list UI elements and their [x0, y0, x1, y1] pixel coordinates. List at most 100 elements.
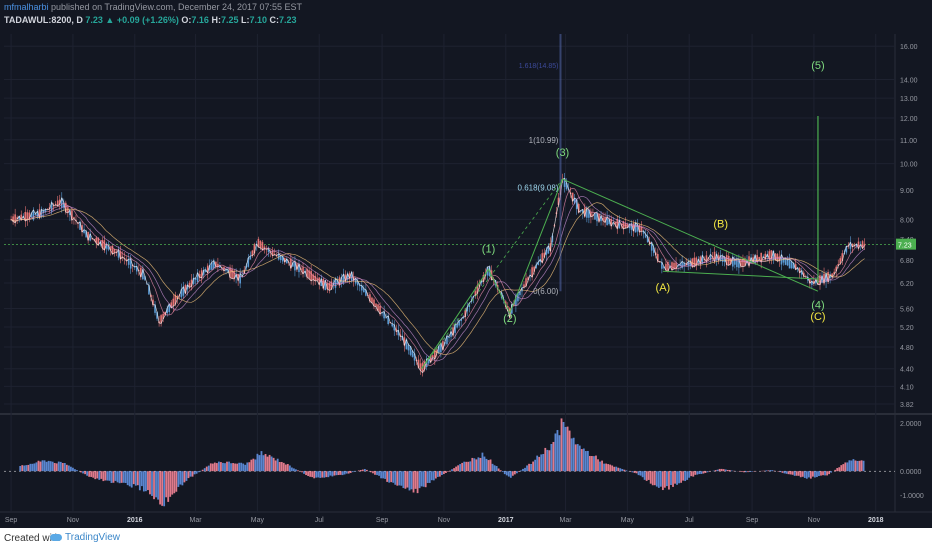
osc-bar — [337, 471, 340, 476]
osc-bar — [224, 463, 226, 472]
osc-bar — [390, 471, 393, 483]
candle-body — [427, 358, 430, 364]
osc-bar — [564, 426, 567, 472]
osc-bar — [461, 462, 464, 472]
osc-bar — [749, 471, 751, 472]
candle-body — [466, 307, 469, 312]
candle-body — [723, 256, 726, 262]
osc-bar — [702, 471, 705, 474]
osc-bar — [840, 465, 843, 472]
osc-bar — [256, 453, 259, 472]
osc-bar — [643, 471, 646, 480]
candle-body — [719, 255, 722, 262]
osc-bar — [522, 468, 524, 472]
osc-bar — [588, 455, 591, 472]
symbol-label[interactable]: TADAWUL:8200, D — [4, 15, 83, 25]
osc-bar — [25, 465, 28, 472]
osc-bar — [526, 465, 528, 472]
osc-bar — [605, 463, 608, 472]
osc-bar — [844, 462, 847, 472]
candle-body — [16, 217, 18, 220]
osc-bar — [465, 461, 468, 472]
osc-bar — [659, 471, 662, 487]
candle-body — [249, 255, 252, 260]
candle-body — [208, 265, 211, 271]
candle-body — [231, 268, 233, 279]
chart-canvas[interactable]: 16.00 14.00 13.00 12.00 11.00 10.00 9.00 8.00 7.… — [0, 0, 932, 528]
candle-body — [95, 237, 98, 244]
osc-bar — [151, 471, 153, 496]
candle-body — [857, 241, 860, 249]
candle-body — [350, 271, 353, 281]
cloud-logo-icon — [50, 533, 62, 541]
osc-bar — [562, 421, 565, 472]
osc-bar — [45, 461, 48, 472]
candle-body — [849, 242, 852, 249]
osc-bar — [536, 455, 539, 472]
oscillator-pane[interactable] — [4, 418, 895, 507]
osc-bar — [653, 471, 656, 486]
osc-bar — [858, 460, 861, 472]
candle-body — [363, 288, 365, 293]
candle-body — [839, 258, 842, 264]
candle-body — [460, 319, 462, 322]
candle-body — [172, 298, 175, 307]
candle-body — [154, 304, 156, 313]
candle-body — [310, 270, 312, 281]
osc-bar — [98, 471, 101, 480]
candle-body — [356, 281, 359, 286]
high-label: H: — [211, 15, 221, 25]
price-tick-label: 4.40 — [900, 367, 914, 374]
price-pane[interactable] — [4, 172, 895, 377]
candle-body — [401, 336, 404, 341]
osc-bar — [236, 463, 239, 472]
osc-bar — [566, 426, 569, 472]
candle-body — [196, 272, 199, 283]
osc-bar — [396, 471, 399, 486]
osc-bar — [400, 471, 403, 486]
osc-bar — [41, 460, 44, 472]
osc-bar — [297, 470, 299, 472]
candle-body — [79, 221, 81, 230]
osc-bar — [333, 471, 336, 476]
candle-body — [65, 202, 67, 213]
osc-bar — [187, 471, 190, 479]
osc-bar — [215, 463, 218, 472]
osc-bar — [102, 471, 105, 482]
osc-bar — [234, 463, 237, 472]
osc-bar — [518, 471, 520, 472]
candle-body — [225, 269, 227, 271]
osc-bar — [613, 466, 616, 472]
candle-body — [14, 214, 16, 223]
candle-body — [837, 264, 840, 266]
candle-body — [431, 355, 434, 358]
candle-body — [342, 274, 345, 284]
osc-bar — [495, 466, 498, 472]
candle-body — [701, 255, 704, 265]
osc-bar — [789, 471, 792, 475]
candle-body — [166, 308, 168, 314]
candle-body — [729, 258, 732, 264]
candle-body — [18, 216, 21, 220]
candle-body — [38, 209, 41, 218]
up-arrow-icon: ▲ — [105, 15, 115, 25]
osc-bar — [666, 471, 668, 487]
osc-bar — [33, 463, 36, 472]
osc-bar — [499, 470, 502, 472]
osc-bar — [619, 468, 622, 472]
candle-body — [689, 260, 692, 267]
tradingview-logo[interactable]: TradingView — [50, 532, 120, 543]
osc-bar — [339, 471, 342, 475]
candle-body — [89, 233, 91, 241]
osc-bar — [126, 471, 129, 486]
candle-body — [286, 258, 288, 264]
author-link[interactable]: mfmalharbi — [4, 2, 49, 12]
osc-bar — [459, 464, 462, 472]
osc-bar — [47, 460, 50, 472]
osc-bar — [655, 471, 658, 487]
osc-bar — [349, 471, 352, 473]
candle-body — [107, 245, 110, 250]
candle-body — [823, 273, 825, 284]
osc-bar — [370, 471, 372, 473]
close-value: 7.23 — [279, 15, 297, 25]
